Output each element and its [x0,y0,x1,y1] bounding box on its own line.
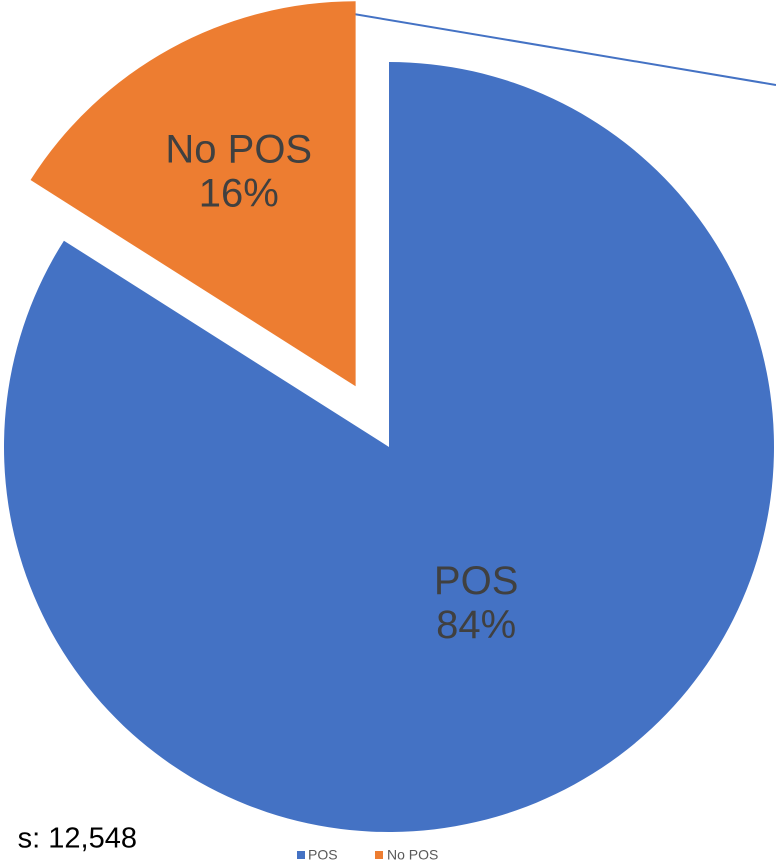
legend-swatch [297,851,305,859]
slice-value-label: 16% [199,171,279,215]
annotation: s: 12,548 [18,823,137,855]
slice-category-label: POS [434,559,518,603]
legend-label: No POS [387,847,438,863]
pie-slice [30,1,356,387]
legend-label: POS [308,847,338,863]
slice-category-label: No POS [165,127,312,171]
legend-swatch [375,851,383,859]
pie-slice [3,62,774,832]
slice-value-label: 84% [436,603,516,647]
leader-line [317,7,776,86]
